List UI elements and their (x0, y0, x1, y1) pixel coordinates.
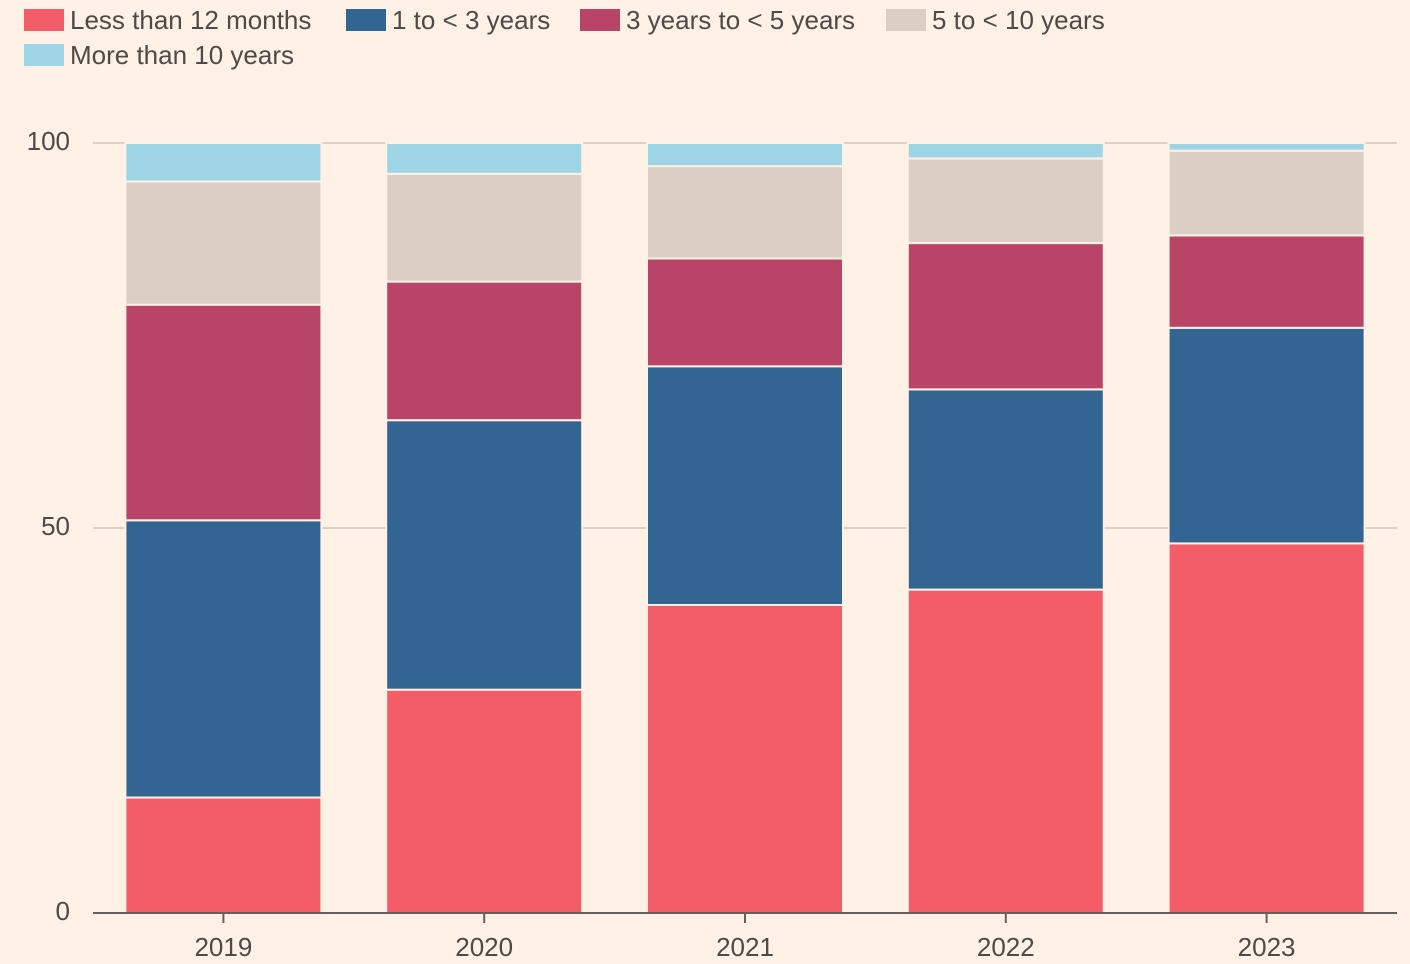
bar-segment (385, 172, 584, 283)
bar-segment (906, 142, 1105, 160)
bar-segment (1167, 326, 1366, 545)
legend-label: More than 10 years (70, 40, 294, 70)
y-tick-label: 0 (56, 896, 70, 926)
x-tick-label: 2022 (977, 932, 1035, 962)
x-tick-label: 2023 (1238, 932, 1296, 962)
bar-segment (124, 303, 323, 522)
bar-segment (124, 180, 323, 306)
legend-swatch (24, 44, 64, 66)
bar-segment (906, 588, 1105, 914)
x-tick-label: 2020 (455, 932, 513, 962)
bar-segment (1167, 142, 1366, 152)
bar-segment (646, 604, 844, 914)
legend-swatch (886, 9, 926, 31)
y-tick-label: 50 (41, 511, 70, 541)
bar-segment (124, 142, 323, 183)
bar-segment (385, 280, 584, 422)
bar-segment (646, 257, 844, 368)
legend-swatch (24, 9, 64, 31)
legend-label: 5 to < 10 years (932, 5, 1105, 35)
bar-segment (906, 388, 1105, 591)
x-tick-label: 2021 (716, 932, 774, 962)
bar-segment (646, 142, 844, 168)
legend-swatch (580, 9, 620, 31)
bar-segment (646, 165, 844, 260)
bar-segment (906, 157, 1105, 245)
bar-segment (1167, 542, 1366, 915)
bar-segment (385, 419, 584, 691)
bar-segment (385, 688, 584, 915)
legend-label: 1 to < 3 years (392, 5, 550, 35)
bar-segment (1167, 149, 1366, 237)
bar-segment (124, 519, 323, 799)
legend-label: 3 years to < 5 years (626, 5, 855, 35)
legend-swatch (346, 9, 386, 31)
bar-segment (124, 796, 323, 914)
y-tick-label: 100 (27, 126, 70, 156)
bar-segment (646, 365, 844, 606)
bar-segment (1167, 234, 1366, 329)
bar-segment (906, 242, 1105, 391)
x-tick-label: 2019 (194, 932, 252, 962)
bar-segment (385, 142, 584, 175)
legend-label: Less than 12 months (70, 5, 311, 35)
